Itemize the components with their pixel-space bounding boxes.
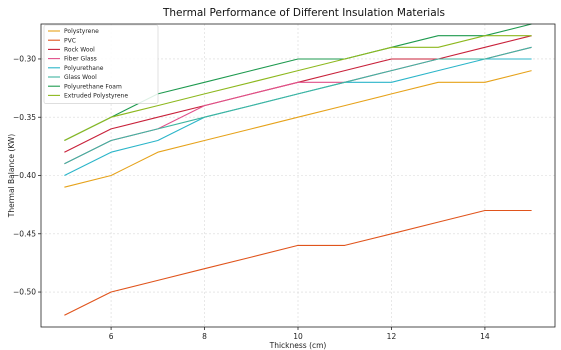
legend-entry: PVC — [64, 37, 76, 44]
x-tick-label: 12 — [387, 332, 397, 341]
series-line-polystyrene — [64, 70, 532, 188]
series-line-pvc — [64, 209, 532, 316]
series-line-glass-wool — [64, 46, 532, 165]
series-line-extruded-polystyrene — [64, 35, 532, 141]
legend-entry: Polyurethane Foam — [64, 83, 122, 90]
x-tick-label: 14 — [480, 332, 490, 341]
y-tick-label: −0.40 — [13, 171, 36, 180]
legend-box — [43, 24, 159, 104]
legend-entry: Rock Wool — [64, 47, 95, 54]
y-tick-label: −0.30 — [13, 55, 36, 64]
y-tick-label: −0.45 — [13, 229, 36, 238]
x-tick-label: 8 — [202, 332, 207, 341]
legend-entry: Polystyrene — [64, 28, 99, 35]
chart-title: Thermal Performance of Different Insulat… — [162, 7, 445, 19]
axis-ticks: 6 8 10 12 14 −0.50 −0.45 −0.40 −0.35 −0.30 — [13, 55, 490, 341]
legend-entry: Extruded Polystyrene — [64, 93, 128, 100]
x-tick-label: 6 — [109, 332, 114, 341]
y-axis-label: Thermal Balance (KW) — [7, 134, 16, 219]
legend-entry: Glass Wool — [64, 74, 97, 81]
legend-entry: Fiber Glass — [64, 56, 97, 63]
legend-entry: Polyurethane — [64, 65, 104, 72]
x-axis-label: Thickness (cm) — [269, 341, 327, 350]
legend: Polystyrene PVC Rock Wool Fiber Glass Polyur… — [43, 24, 159, 104]
y-tick-label: −0.50 — [13, 288, 36, 297]
x-tick-label: 10 — [293, 332, 303, 341]
y-tick-label: −0.35 — [13, 113, 36, 122]
